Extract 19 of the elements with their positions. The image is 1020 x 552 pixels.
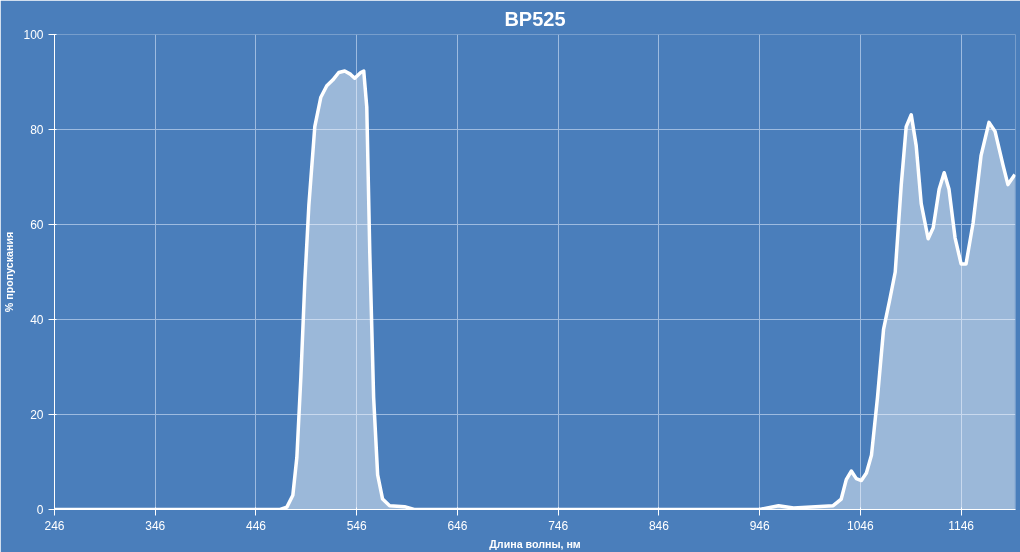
y-axis-title: % пропускания [3,231,16,313]
x-axis-title: Длина волны, нм [489,537,581,550]
y-tick-label: 40 [30,313,44,327]
x-tick-label: 446 [245,518,267,533]
x-tick-label: 946 [749,518,770,533]
y-tick-label: 20 [30,408,44,422]
x-tick-label: 846 [648,518,670,533]
chart-title: BP525 [504,7,566,30]
y-tick-label: 60 [30,218,44,232]
x-tick-label: 646 [447,518,468,533]
x-tick-label: 546 [346,518,368,533]
x-tick-label: 746 [548,518,569,533]
y-tick-label: 100 [23,28,44,42]
y-tick-label: 0 [36,503,44,517]
x-tick-label: 1146 [948,518,975,533]
x-tick-label: 246 [44,518,65,533]
x-tick-label: 1046 [847,518,875,533]
y-tick-label: 80 [30,123,44,137]
x-tick-label: 346 [145,518,166,533]
